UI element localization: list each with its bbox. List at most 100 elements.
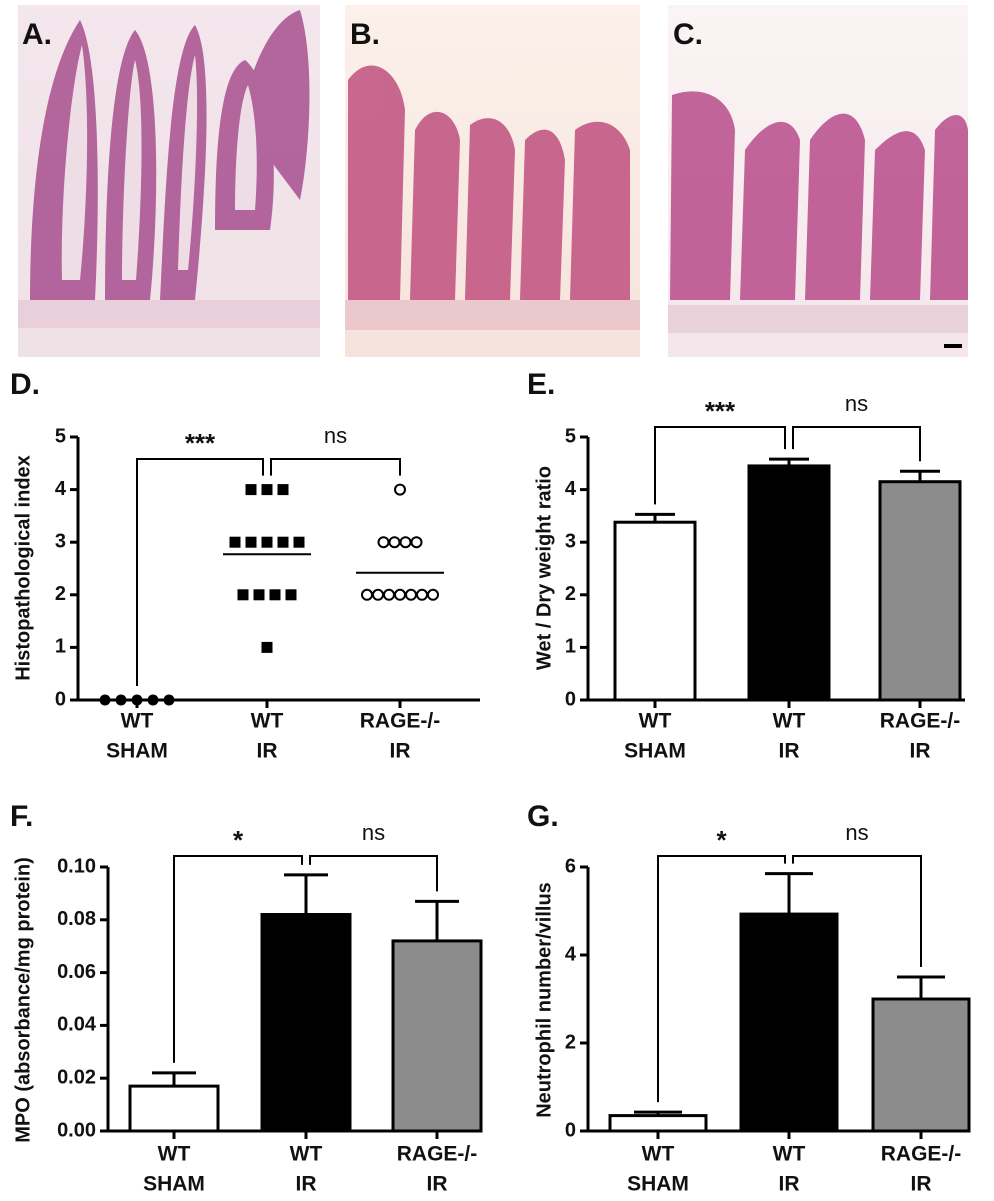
significance-label: ns xyxy=(324,423,347,448)
y-tick-label: 0.10 xyxy=(57,855,96,877)
y-tick-label: 2 xyxy=(565,583,576,605)
image-a xyxy=(18,5,320,357)
image-b xyxy=(345,5,640,357)
y-tick-label: 0.02 xyxy=(57,1066,96,1088)
x-tick-label: WT xyxy=(290,1143,323,1166)
y-tick-label: 4 xyxy=(565,478,577,500)
data-point xyxy=(399,536,412,549)
data-point xyxy=(115,694,127,706)
bar xyxy=(613,520,697,702)
y-tick-label: 6 xyxy=(565,855,576,877)
data-point xyxy=(269,589,281,601)
y-tick-label: 1 xyxy=(55,636,66,658)
data-point xyxy=(237,589,249,601)
y-tick-label: 5 xyxy=(565,425,576,447)
bar xyxy=(747,464,831,702)
x-tick-label: IR xyxy=(779,1173,800,1196)
data-point xyxy=(261,641,273,653)
x-tick-label: SHAM xyxy=(624,740,686,763)
data-point xyxy=(99,694,111,706)
significance-bracket xyxy=(654,426,786,505)
data-point xyxy=(410,536,423,549)
data-point xyxy=(131,694,143,706)
bar xyxy=(739,912,839,1133)
y-axis-label: Histopathological index xyxy=(12,455,34,681)
data-point xyxy=(427,588,439,601)
x-tick-label: IR xyxy=(390,740,411,763)
y-tick-label: 0.08 xyxy=(57,908,96,930)
x-tick-label: RAGE-/- xyxy=(881,1143,962,1166)
y-axis-label: Neutrophil number/villus xyxy=(533,882,555,1118)
x-tick-label: RAGE-/- xyxy=(880,710,961,733)
x-tick-label: WT xyxy=(773,1143,806,1166)
bar xyxy=(391,939,483,1133)
x-tick-label: RAGE-/- xyxy=(360,710,441,733)
significance-bracket xyxy=(136,458,264,686)
data-point xyxy=(261,484,273,496)
data-point xyxy=(245,484,257,496)
significance-bracket xyxy=(657,855,786,1103)
y-tick-label: 4 xyxy=(565,943,577,965)
data-point xyxy=(285,589,297,601)
significance-label: *** xyxy=(705,396,736,426)
y-tick-label: 1 xyxy=(565,636,576,658)
x-tick-label: IR xyxy=(910,740,931,763)
significance-bracket xyxy=(792,426,921,462)
x-tick-label: WT xyxy=(251,710,284,733)
y-tick-label: 2 xyxy=(55,583,66,605)
data-point xyxy=(394,588,406,601)
panel-label: E. xyxy=(527,368,555,401)
y-tick-label: 3 xyxy=(55,530,66,552)
data-point xyxy=(277,484,289,496)
data-point xyxy=(377,536,390,549)
significance-label: * xyxy=(716,825,727,855)
y-tick-label: 0.06 xyxy=(57,961,96,983)
significance-bracket xyxy=(270,458,401,476)
data-point xyxy=(277,536,289,548)
y-tick-label: 0.00 xyxy=(57,1119,96,1141)
significance-label: ns xyxy=(362,820,385,845)
bar xyxy=(608,1114,708,1133)
y-tick-label: 2 xyxy=(565,1031,576,1053)
x-tick-label: SHAM xyxy=(143,1173,205,1196)
y-tick-label: 5 xyxy=(55,425,66,447)
data-point xyxy=(245,536,257,548)
data-point xyxy=(416,588,428,601)
image-c xyxy=(668,5,968,357)
y-tick-label: 0 xyxy=(565,688,576,710)
data-point xyxy=(372,588,384,601)
data-point xyxy=(253,589,265,601)
x-tick-label: SHAM xyxy=(106,740,168,763)
data-point xyxy=(383,588,395,601)
panel-label: F. xyxy=(10,800,33,833)
y-tick-label: 0 xyxy=(565,1119,576,1141)
data-point xyxy=(261,536,273,548)
bar xyxy=(260,913,352,1133)
significance-label: ns xyxy=(845,820,868,845)
y-tick-label: 0 xyxy=(55,688,66,710)
data-point xyxy=(147,694,159,706)
significance-label: ns xyxy=(845,391,868,416)
y-tick-label: 4 xyxy=(55,478,67,500)
x-tick-label: IR xyxy=(427,1173,448,1196)
y-tick-label: 0.04 xyxy=(57,1014,97,1036)
bar xyxy=(128,1084,220,1133)
panel-label: G. xyxy=(527,800,559,833)
y-axis-label: Wet / Dry weight ratio xyxy=(533,466,555,670)
significance-label: *** xyxy=(185,428,216,458)
panel-label: C. xyxy=(673,18,703,51)
data-point xyxy=(163,694,175,706)
panel-label: A. xyxy=(22,18,52,51)
x-tick-label: IR xyxy=(779,740,800,763)
data-point xyxy=(405,588,417,601)
significance-bracket xyxy=(792,855,922,967)
panel-label: D. xyxy=(10,368,40,401)
bar xyxy=(878,480,962,702)
data-point xyxy=(394,483,406,496)
significance-label: * xyxy=(233,825,244,855)
x-tick-label: WT xyxy=(639,710,672,733)
x-tick-label: WT xyxy=(773,710,806,733)
x-tick-label: IR xyxy=(257,740,278,763)
x-tick-label: IR xyxy=(911,1173,932,1196)
